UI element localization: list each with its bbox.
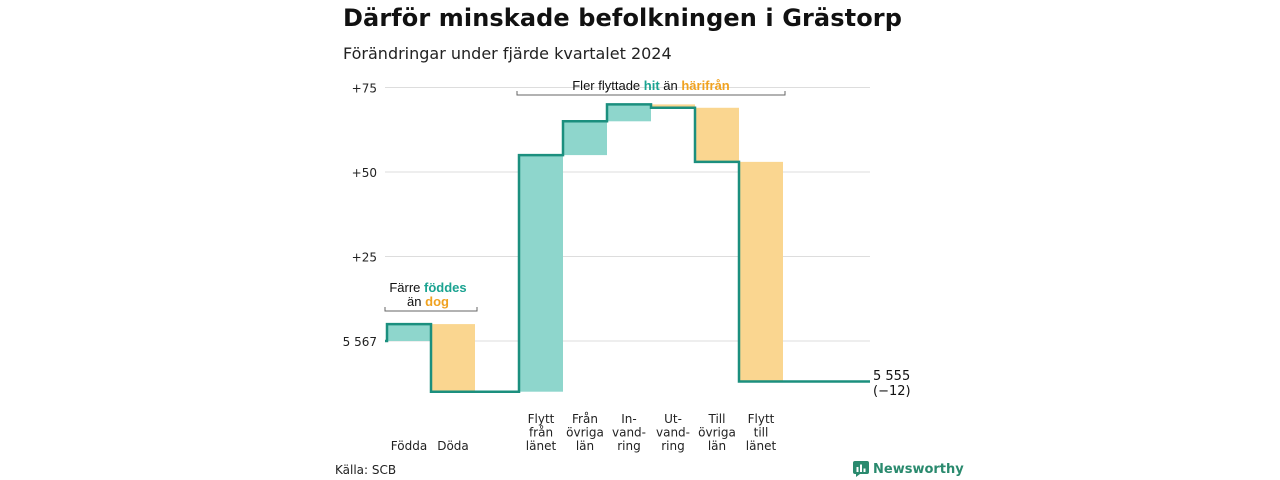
x-tick-label: Födda [391, 439, 427, 453]
waterfall-bar [519, 155, 563, 392]
waterfall-bar [695, 107, 739, 162]
waterfall-bar [387, 324, 431, 341]
waterfall-bar [563, 121, 607, 156]
waterfall-chart: 5 567 +25 +50 +75 Födda Döda Flytt från länet Frå… [343, 78, 911, 453]
annotation-text: än [407, 294, 425, 309]
x-tick-label: Från övriga län [566, 412, 604, 453]
brand-logo: Newsworthy [853, 461, 964, 477]
y-tick-label: +50 [352, 166, 377, 180]
x-tick-label: Till övriga län [698, 412, 736, 453]
chart-subtitle: Förändringar under fjärde kvartalet 2024 [343, 44, 672, 63]
annotation-text: Fler flyttade [572, 78, 644, 93]
x-tick-label: Döda [437, 439, 469, 453]
annotation-text: Färre [389, 280, 424, 295]
cumulative-line [385, 103, 870, 393]
moves-annotation: Fler flyttade hit än härifrån [572, 78, 730, 93]
births-annotation: Färre föddes [389, 280, 466, 295]
waterfall-bar [607, 104, 651, 122]
births-annotation: än dog [407, 294, 449, 309]
end-change-label: (−12) [873, 384, 911, 399]
brand-name: Newsworthy [873, 461, 964, 477]
annotation-bracket [516, 91, 786, 96]
end-value-label: 5 555 [873, 369, 910, 384]
chart-title: Därför minskade befolkningen i Grästorp [343, 4, 902, 32]
waterfall-bar [739, 161, 783, 382]
x-tick-label: Flytt till länet [746, 412, 777, 453]
source-note: Källa: SCB [335, 463, 397, 477]
waterfall-bar [651, 104, 695, 108]
annotation-highlight: dog [425, 294, 449, 309]
x-tick-label: Flytt från länet [526, 412, 557, 453]
y-tick-label: +75 [352, 82, 377, 96]
annotation-highlight: härifrån [681, 78, 729, 93]
annotation-highlight: föddes [424, 280, 467, 295]
x-tick-label: Ut-vand-ring [656, 412, 690, 453]
annotation-bracket [384, 307, 478, 312]
y-tick-label: +25 [352, 251, 377, 265]
waterfall-bar [431, 324, 475, 392]
y-tick-label: 5 567 [343, 335, 377, 349]
annotation-highlight: hit [644, 78, 661, 93]
chart-logo-icon [853, 461, 869, 477]
annotation-text: än [660, 78, 682, 93]
x-tick-label: In-vand-ring [612, 412, 646, 453]
